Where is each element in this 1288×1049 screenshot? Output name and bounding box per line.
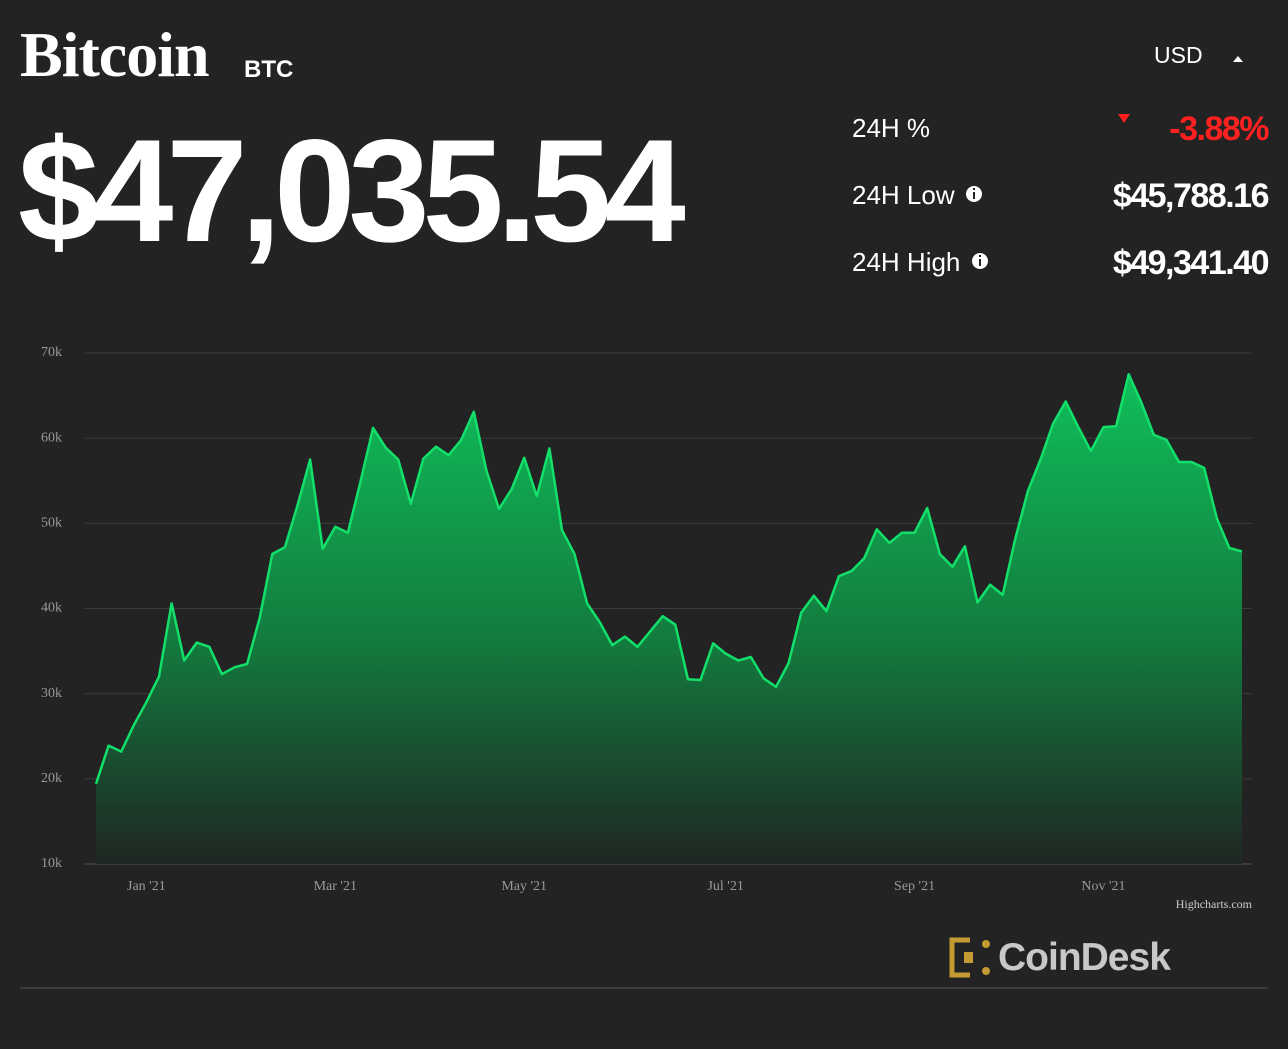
y-tick-label: 50k (41, 516, 62, 531)
x-tick-label: Sep '21 (894, 879, 935, 894)
info-icon[interactable] (966, 186, 982, 202)
dropdown-arrow[interactable] (1233, 56, 1243, 62)
y-tick-label: 40k (41, 601, 62, 616)
y-tick-label: 70k (41, 345, 62, 360)
x-tick-label: Nov '21 (1081, 879, 1125, 894)
info-icon[interactable] (972, 253, 988, 269)
down-arrow (1118, 114, 1130, 123)
price-line (94, 373, 1243, 785)
area-fill (96, 374, 1242, 864)
stat-value: $45,788.16 (1112, 177, 1270, 215)
x-tick-label: Jan '21 (127, 879, 166, 894)
logo-mark (949, 937, 990, 978)
coin-symbol: BTC (244, 56, 294, 83)
currency-select[interactable]: USD (1154, 42, 1203, 68)
x-tick-label: May '21 (501, 879, 547, 894)
coin-name: Bitcoin (20, 19, 210, 90)
x-tick-label: Jul '21 (707, 879, 743, 894)
stat-label: 24H High (852, 247, 961, 277)
x-tick-label: Mar '21 (314, 879, 357, 894)
price: $47,035.54 (18, 109, 686, 272)
stat-value: -3.88% (1169, 110, 1269, 148)
brand: CoinDesk (998, 936, 1171, 979)
credits[interactable]: Highcharts.com (1176, 897, 1253, 911)
stat-value: $49,341.40 (1112, 244, 1270, 282)
stat-label: 24H % (852, 113, 931, 143)
y-tick-label: 20k (41, 771, 62, 786)
y-tick-label: 30k (41, 686, 62, 701)
y-tick-label: 60k (41, 430, 62, 445)
y-tick-label: 10k (41, 856, 62, 871)
stat-label: 24H Low (852, 180, 955, 210)
